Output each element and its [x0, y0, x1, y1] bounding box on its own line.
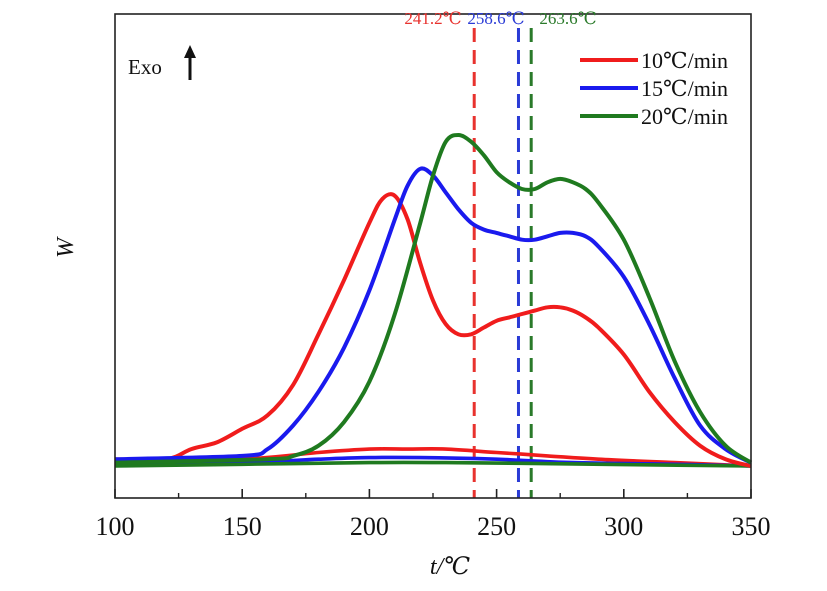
x-tick-label: 250	[477, 512, 516, 541]
x-tick-label: 150	[223, 512, 262, 541]
legend-label: 10℃/min	[641, 48, 728, 73]
x-axis-label: t/℃	[430, 554, 470, 580]
curves	[114, 133, 753, 468]
legend-label: 20℃/min	[641, 104, 728, 129]
x-tick-label: 200	[350, 512, 389, 541]
x-axis: 100 150 200 250 300 350	[96, 489, 771, 541]
reference-labels: 241.2℃ 258.6℃ 263.6℃	[404, 9, 596, 28]
series-line	[114, 166, 752, 465]
x-tick-label: 350	[732, 512, 771, 541]
reference-line-label: 241.2℃	[404, 9, 461, 28]
legend: 10℃/min 15℃/min 20℃/min	[580, 48, 728, 129]
legend-label: 15℃/min	[641, 76, 728, 101]
x-tick-label: 100	[96, 512, 135, 541]
up-arrow-icon	[184, 45, 196, 80]
exo-annotation: Exo	[128, 55, 162, 79]
reference-line-label: 258.6℃	[467, 9, 524, 28]
series-line	[114, 192, 752, 468]
series-line	[114, 133, 753, 465]
reference-line-label: 263.6℃	[539, 9, 596, 28]
reference-lines	[472, 28, 533, 498]
baseline-curve	[114, 460, 752, 468]
x-tick-label: 300	[604, 512, 643, 541]
y-axis-label: W	[53, 236, 79, 258]
